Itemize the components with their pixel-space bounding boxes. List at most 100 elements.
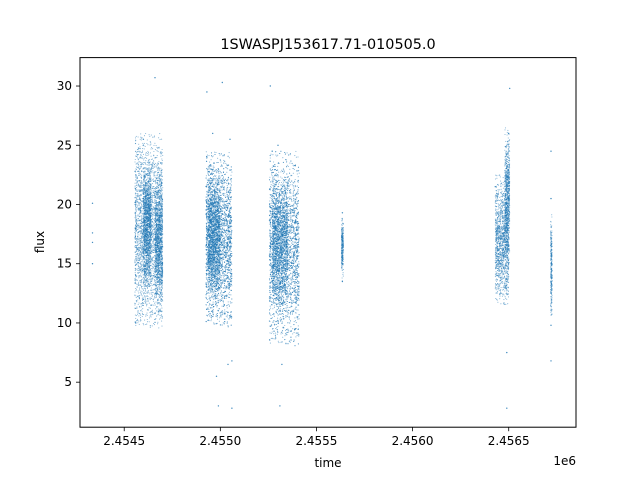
- data-point: [162, 266, 164, 268]
- data-point: [138, 260, 140, 262]
- data-point: [155, 296, 157, 298]
- data-point: [157, 321, 159, 323]
- data-point: [161, 316, 164, 318]
- data-point: [140, 271, 142, 273]
- data-point: [145, 267, 147, 269]
- data-point: [138, 275, 140, 277]
- data-point: [158, 313, 160, 315]
- data-point: [155, 187, 158, 190]
- data-point: [147, 144, 149, 146]
- data-point: [137, 311, 139, 313]
- data-point: [150, 287, 152, 289]
- data-point: [138, 184, 140, 186]
- data-point: [161, 176, 163, 178]
- data-point: [141, 299, 144, 301]
- data-point: [159, 219, 161, 221]
- data-point: [144, 319, 146, 321]
- data-point: [151, 246, 153, 248]
- data-point: [147, 235, 149, 237]
- data-point: [135, 143, 137, 145]
- data-point: [153, 239, 155, 242]
- data-point: [146, 238, 148, 240]
- data-point: [153, 161, 155, 163]
- data-point: [157, 190, 159, 193]
- data-point: [152, 263, 154, 265]
- data-point: [158, 286, 160, 288]
- data-point: [158, 176, 160, 178]
- data-point: [154, 247, 156, 249]
- data-point: [140, 256, 142, 258]
- data-point: [151, 147, 153, 149]
- data-point: [153, 174, 155, 176]
- data-point: [143, 163, 145, 165]
- data-point: [140, 306, 142, 308]
- data-point: [156, 241, 158, 244]
- data-point: [137, 299, 139, 301]
- data-point: [135, 155, 137, 157]
- data-point: [137, 244, 139, 246]
- data-point: [140, 273, 142, 275]
- data-point: [153, 160, 155, 162]
- data-point: [160, 179, 162, 181]
- data-point: [146, 318, 148, 321]
- data-point: [137, 151, 139, 153]
- data-point: [161, 208, 163, 210]
- data-point: [141, 137, 143, 139]
- data-point: [142, 277, 144, 279]
- data-point: [143, 216, 145, 218]
- data-point: [138, 150, 140, 152]
- data-point: [155, 285, 157, 287]
- data-point: [138, 209, 140, 211]
- data-point: [143, 157, 145, 159]
- data-point: [138, 205, 140, 207]
- data-point: [138, 292, 140, 294]
- data-point: [145, 195, 147, 197]
- data-point: [140, 185, 142, 187]
- data-point: [147, 216, 149, 218]
- data-point: [150, 219, 152, 221]
- data-point: [157, 258, 159, 260]
- data-point: [135, 222, 137, 224]
- data-point: [155, 301, 157, 303]
- data-point: [150, 280, 152, 283]
- data-point: [146, 174, 148, 176]
- data-point: [142, 323, 144, 325]
- data-point: [147, 150, 149, 152]
- data-point: [156, 185, 158, 187]
- data-point: [147, 270, 149, 272]
- data-point: [142, 255, 144, 257]
- data-point: [144, 199, 146, 201]
- data-point: [160, 239, 162, 241]
- data-point: [143, 180, 145, 182]
- data-point: [152, 189, 154, 191]
- data-point: [141, 157, 143, 159]
- data-point: [136, 220, 138, 222]
- data-point: [143, 284, 146, 286]
- data-point: [150, 189, 152, 192]
- data-point: [136, 279, 138, 281]
- data-point: [147, 240, 149, 242]
- data-point: [134, 287, 137, 290]
- data-point: [156, 303, 158, 305]
- data-point: [143, 135, 146, 137]
- data-point: [160, 241, 163, 243]
- data-point: [143, 181, 145, 183]
- data-point: [143, 268, 145, 271]
- data-point: [151, 279, 153, 281]
- data-point: [136, 318, 139, 320]
- data-point: [140, 232, 142, 234]
- data-point: [150, 278, 153, 280]
- data-point: [139, 185, 141, 187]
- data-point: [141, 174, 143, 176]
- data-point: [141, 288, 143, 290]
- data-point: [139, 189, 141, 191]
- data-point: [145, 155, 147, 157]
- data-point: [152, 240, 154, 242]
- data-point: [150, 148, 152, 150]
- data-point: [147, 170, 149, 172]
- data-point: [149, 228, 151, 230]
- data-point: [159, 199, 161, 201]
- data-point: [154, 245, 156, 247]
- data-point: [135, 276, 137, 278]
- data-point: [152, 199, 154, 201]
